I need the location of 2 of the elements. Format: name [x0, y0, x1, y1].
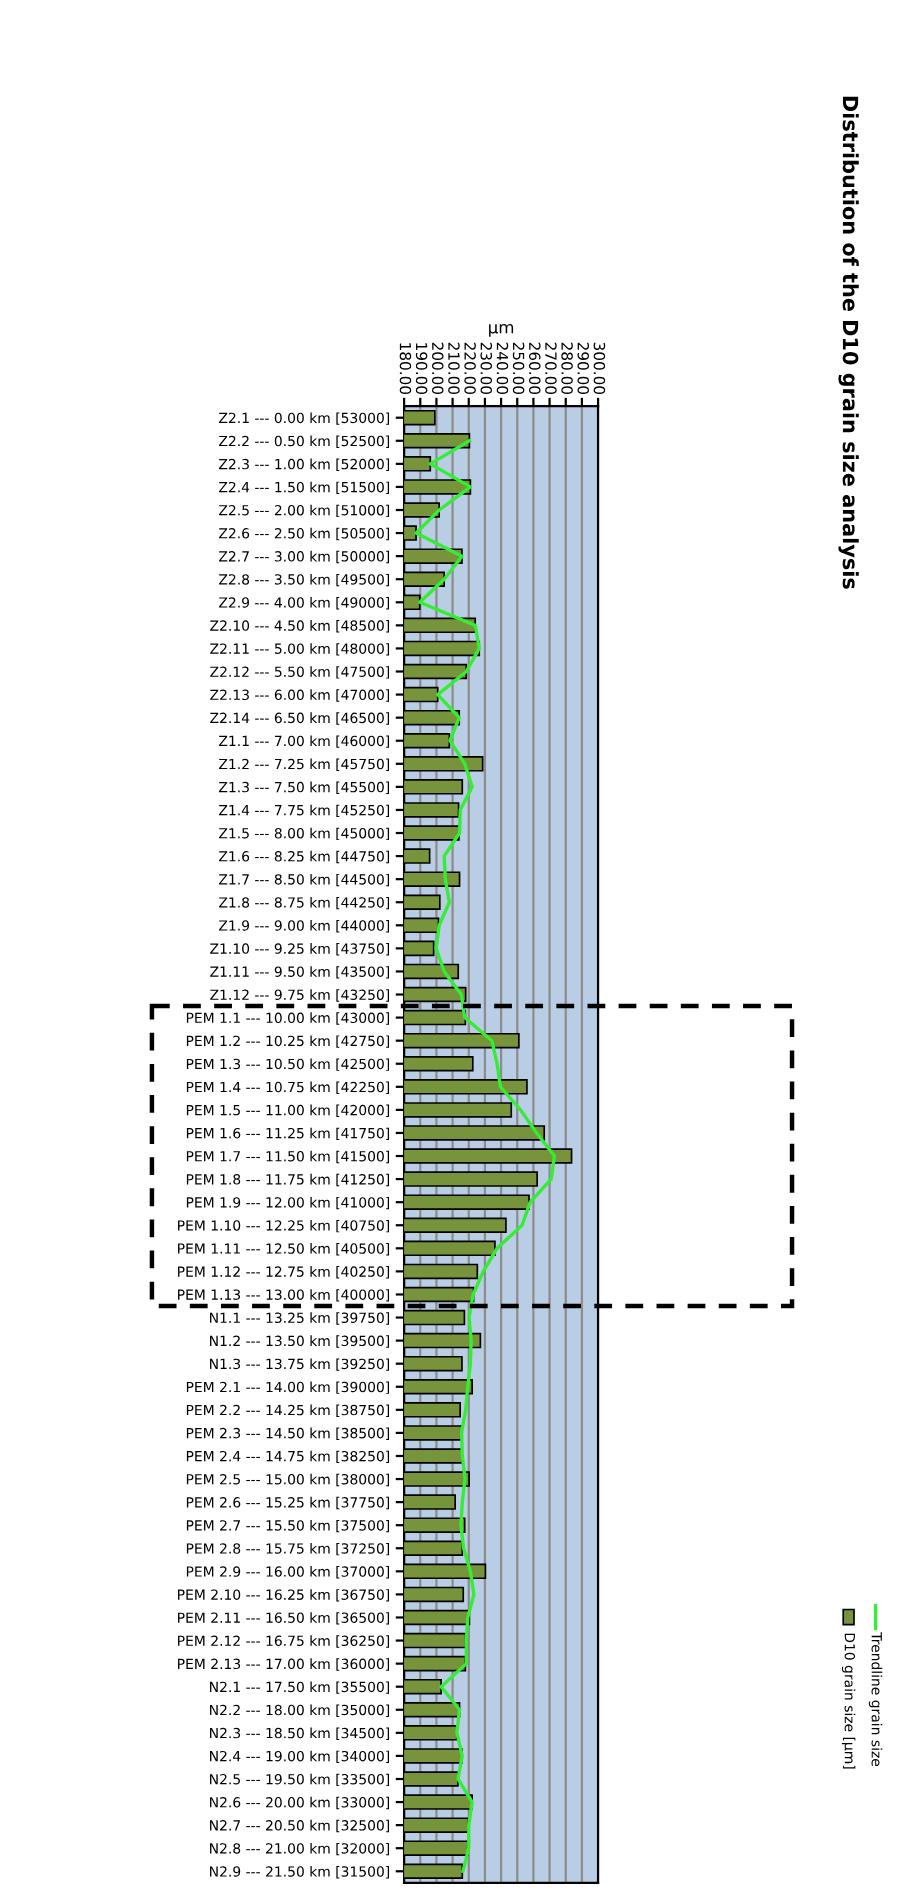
text: Distribution of the D10 grain size analysis [838, 96, 859, 589]
x-axis-title: µm [489, 323, 514, 337]
